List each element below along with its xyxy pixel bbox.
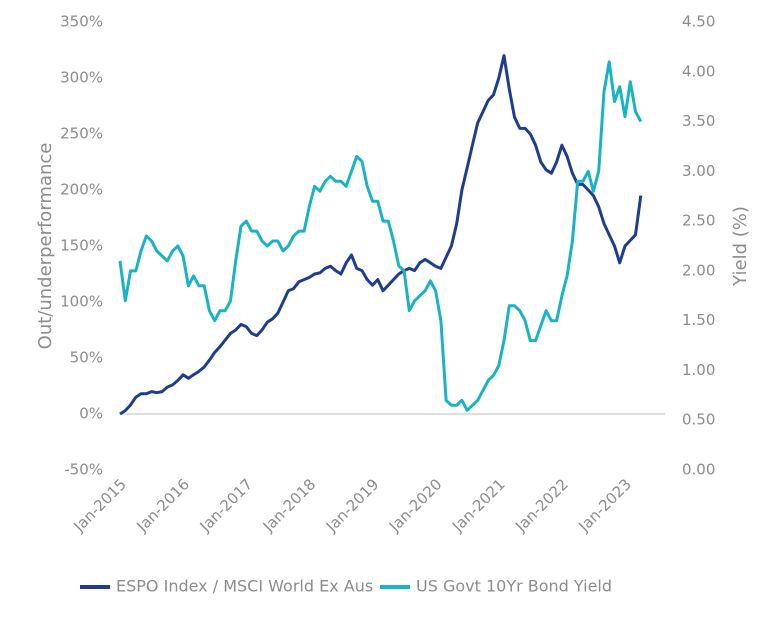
y-tick-label: 0%: [79, 405, 103, 423]
y-tick-label: 50%: [70, 349, 103, 367]
y2-tick-label: 4.00: [682, 62, 715, 80]
x-tick-label: Jan-2017: [196, 475, 257, 536]
y2-tick-label: 0.50: [682, 411, 715, 429]
y2-axis-label: Yield (%): [730, 206, 751, 287]
y-axis-label: Out/underperformance: [35, 143, 56, 350]
legend-label: US Govt 10Yr Bond Yield: [416, 577, 612, 596]
x-tick-label: Jan-2020: [385, 475, 446, 536]
y2-tick-label: 1.50: [682, 311, 715, 329]
y2-tick-label: 1.00: [682, 361, 715, 379]
x-tick-label: Jan-2016: [133, 475, 194, 536]
y2-tick-label: 4.50: [682, 13, 715, 31]
y-tick-label: 350%: [60, 13, 103, 31]
series-line: [118, 60, 643, 412]
y-tick-label: -50%: [64, 461, 103, 479]
y2-tick-label: 3.00: [682, 162, 715, 180]
series-line: [119, 54, 643, 416]
x-tick-label: Jan-2023: [574, 475, 635, 536]
y2-tick-label: 2.50: [682, 212, 715, 230]
y-tick-label: 150%: [60, 237, 103, 255]
y2-tick-label: 3.50: [682, 112, 715, 130]
y2-tick-label: 0.00: [682, 461, 715, 479]
x-tick-label: Jan-2015: [69, 475, 130, 536]
y-tick-label: 200%: [60, 181, 103, 199]
y-tick-label: 100%: [60, 293, 103, 311]
y2-tick-label: 2.00: [682, 261, 715, 279]
y-tick-label: 300%: [60, 69, 103, 87]
legend-label: ESPO Index / MSCI World Ex Aus: [116, 577, 373, 596]
x-tick-label: Jan-2019: [322, 475, 383, 536]
x-tick-label: Jan-2022: [511, 475, 572, 536]
y-tick-label: 250%: [60, 125, 103, 143]
x-tick-label: Jan-2018: [259, 475, 320, 536]
x-tick-label: Jan-2021: [448, 475, 509, 536]
